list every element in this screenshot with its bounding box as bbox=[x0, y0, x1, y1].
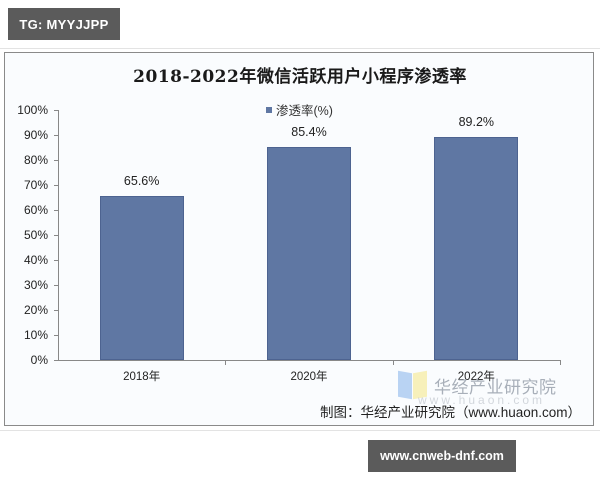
bar-value-label: 85.4% bbox=[291, 124, 327, 139]
bar bbox=[434, 137, 519, 360]
y-tick bbox=[54, 310, 59, 311]
y-tick-label: 50% bbox=[23, 228, 48, 242]
y-tick-label: 30% bbox=[23, 278, 48, 292]
legend-label: 渗透率(%) bbox=[276, 104, 333, 118]
bar bbox=[267, 146, 351, 360]
chart-legend: 渗透率(%) bbox=[266, 100, 333, 119]
y-tick bbox=[54, 285, 59, 286]
y-tick bbox=[54, 210, 59, 211]
watermark-org: 华经产业研究院 bbox=[434, 377, 557, 397]
x-tick bbox=[392, 360, 394, 365]
x-axis bbox=[58, 360, 560, 361]
y-tick-label: 90% bbox=[23, 128, 48, 142]
x-tick-label: 2020年 bbox=[290, 371, 328, 383]
y-tick-label: 0% bbox=[30, 353, 48, 367]
y-tick bbox=[54, 185, 59, 186]
y-tick-label: 40% bbox=[23, 253, 48, 267]
bar-value-label: 65.6% bbox=[123, 174, 160, 188]
footer-tag: www.cnweb-dnf.com bbox=[368, 440, 516, 472]
y-tick bbox=[54, 360, 59, 361]
watermark: 华经产业研究院 bbox=[398, 370, 557, 400]
y-tick bbox=[54, 135, 59, 136]
x-tick-label: 2022年 bbox=[457, 371, 495, 383]
x-tick-label: 2018年 bbox=[123, 371, 161, 383]
watermark-url: www.huaon.com bbox=[418, 393, 546, 407]
y-tick-label: 80% bbox=[23, 153, 48, 167]
legend-swatch-icon bbox=[266, 106, 272, 113]
y-tick-label: 60% bbox=[23, 203, 48, 217]
bar-value-label: 89.2% bbox=[458, 115, 495, 129]
y-tick bbox=[54, 235, 59, 236]
y-tick bbox=[54, 335, 59, 336]
bar bbox=[99, 196, 184, 360]
y-tick-label: 10% bbox=[23, 328, 48, 342]
y-tick-label: 100% bbox=[17, 103, 48, 117]
y-tick-label: 20% bbox=[23, 303, 48, 317]
divider-top bbox=[0, 48, 600, 49]
y-tick bbox=[54, 110, 59, 111]
x-tick bbox=[560, 360, 561, 365]
chart-source: 制图：华经产业研究院（www.huaon.com） bbox=[320, 405, 582, 420]
chart-title: 2018-2022年微信活跃用户小程序渗透率 bbox=[133, 67, 467, 87]
divider-bottom bbox=[0, 430, 600, 431]
x-tick bbox=[225, 360, 227, 365]
y-tick bbox=[54, 260, 59, 261]
y-tick-label: 70% bbox=[23, 178, 48, 192]
header-tag: TG: MYYJJPP bbox=[8, 8, 120, 40]
y-tick bbox=[54, 160, 59, 161]
